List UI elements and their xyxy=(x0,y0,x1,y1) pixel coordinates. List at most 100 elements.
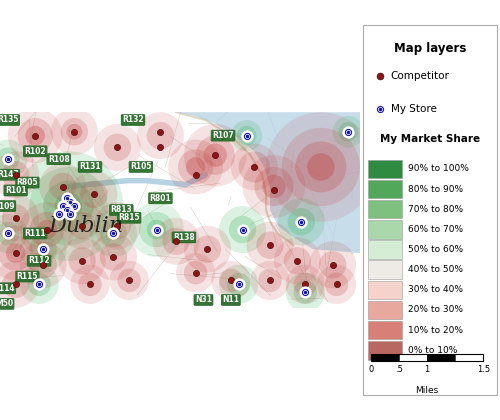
Circle shape xyxy=(20,202,74,257)
Text: R138: R138 xyxy=(173,233,195,242)
Circle shape xyxy=(204,144,227,167)
Text: R147: R147 xyxy=(0,170,18,179)
Circle shape xyxy=(219,206,266,253)
Circle shape xyxy=(0,226,43,281)
Text: 20% to 30%: 20% to 30% xyxy=(408,305,463,315)
Circle shape xyxy=(338,122,358,142)
Circle shape xyxy=(49,173,76,200)
FancyBboxPatch shape xyxy=(363,25,497,395)
Circle shape xyxy=(139,212,174,247)
Circle shape xyxy=(256,231,283,259)
Text: R135: R135 xyxy=(0,116,18,124)
Circle shape xyxy=(219,265,258,304)
Text: M50: M50 xyxy=(0,299,13,308)
Circle shape xyxy=(110,261,148,300)
Bar xyxy=(368,180,402,198)
Circle shape xyxy=(6,243,25,263)
Circle shape xyxy=(146,220,167,239)
Circle shape xyxy=(146,122,174,150)
Circle shape xyxy=(37,220,56,239)
Circle shape xyxy=(194,236,221,263)
Circle shape xyxy=(70,171,118,218)
Text: R801: R801 xyxy=(150,194,172,203)
Circle shape xyxy=(176,253,215,292)
Text: Map layers: Map layers xyxy=(394,42,466,55)
Circle shape xyxy=(231,144,278,190)
Text: R815: R815 xyxy=(118,213,140,222)
Circle shape xyxy=(250,261,290,300)
Text: 80% to 90%: 80% to 90% xyxy=(408,184,463,194)
Text: R114: R114 xyxy=(0,284,14,293)
Text: .5: .5 xyxy=(396,365,403,374)
Circle shape xyxy=(0,151,39,198)
Circle shape xyxy=(28,273,51,296)
Text: 70% to 80%: 70% to 80% xyxy=(408,205,463,214)
Bar xyxy=(368,301,402,319)
Polygon shape xyxy=(176,112,360,253)
Bar xyxy=(368,341,402,360)
Circle shape xyxy=(20,226,66,273)
Circle shape xyxy=(0,236,34,270)
Text: R108: R108 xyxy=(48,155,70,164)
Circle shape xyxy=(278,198,325,245)
Circle shape xyxy=(90,210,137,257)
Circle shape xyxy=(94,202,141,249)
Text: R111: R111 xyxy=(24,229,46,238)
Circle shape xyxy=(68,212,96,239)
Circle shape xyxy=(66,124,82,139)
Text: R805: R805 xyxy=(16,178,38,187)
Circle shape xyxy=(68,247,96,275)
Circle shape xyxy=(78,273,102,296)
Circle shape xyxy=(242,155,305,218)
Circle shape xyxy=(296,142,346,192)
Text: R102: R102 xyxy=(24,147,46,156)
Text: N11: N11 xyxy=(222,296,240,304)
Circle shape xyxy=(219,269,242,292)
Circle shape xyxy=(30,236,56,263)
Text: My Store: My Store xyxy=(391,104,436,114)
Circle shape xyxy=(0,222,20,245)
Circle shape xyxy=(262,175,285,198)
Text: 10% to 20%: 10% to 20% xyxy=(408,326,463,335)
Circle shape xyxy=(282,128,360,206)
Circle shape xyxy=(212,261,250,300)
Circle shape xyxy=(307,153,334,181)
Circle shape xyxy=(30,251,56,278)
Circle shape xyxy=(2,204,29,231)
Bar xyxy=(399,354,427,361)
Circle shape xyxy=(0,194,39,241)
Circle shape xyxy=(94,124,141,171)
Circle shape xyxy=(39,163,86,210)
Circle shape xyxy=(0,214,28,253)
Circle shape xyxy=(18,118,53,153)
Circle shape xyxy=(2,161,29,189)
Circle shape xyxy=(100,243,127,270)
Circle shape xyxy=(70,265,110,304)
Circle shape xyxy=(104,212,131,239)
Circle shape xyxy=(184,124,246,186)
Bar xyxy=(368,160,402,178)
Circle shape xyxy=(0,147,20,171)
Circle shape xyxy=(266,112,376,222)
Circle shape xyxy=(238,151,270,183)
Bar xyxy=(368,260,402,279)
Text: R813: R813 xyxy=(110,205,132,215)
Bar xyxy=(455,354,483,361)
Bar xyxy=(368,321,402,339)
Circle shape xyxy=(254,167,294,206)
Circle shape xyxy=(229,216,256,243)
Text: R107: R107 xyxy=(212,131,234,140)
Circle shape xyxy=(231,120,262,151)
Circle shape xyxy=(118,269,141,292)
Circle shape xyxy=(236,126,256,145)
Circle shape xyxy=(186,157,206,177)
Text: Dublin: Dublin xyxy=(48,215,124,236)
Circle shape xyxy=(129,202,184,257)
Text: 90% to 100%: 90% to 100% xyxy=(408,164,469,173)
Circle shape xyxy=(20,265,59,304)
Bar xyxy=(368,200,402,218)
Circle shape xyxy=(319,251,346,278)
Circle shape xyxy=(20,241,66,288)
Text: 0% to 10%: 0% to 10% xyxy=(408,346,457,355)
Circle shape xyxy=(288,208,315,236)
